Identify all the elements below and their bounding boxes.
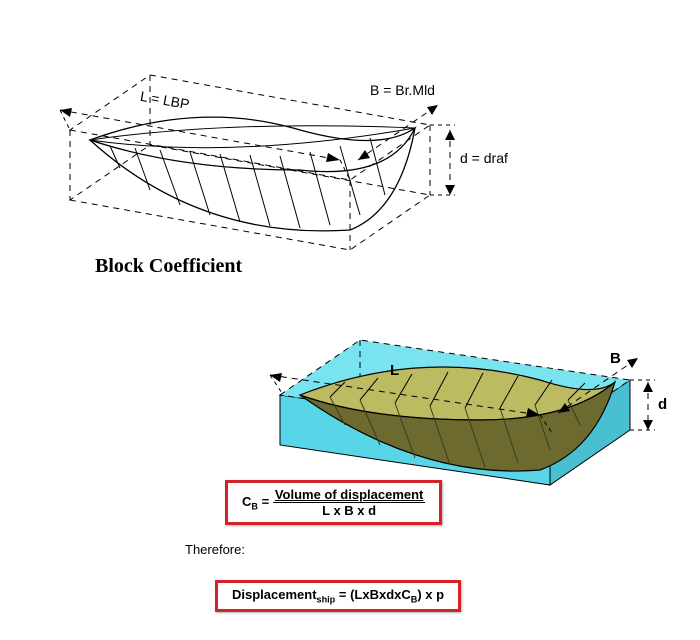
cb-lhs-sub: B [251, 501, 258, 511]
disp-lhs-main: Displacement [232, 587, 317, 602]
disp-eq: = [335, 587, 350, 602]
therefore-text: Therefore: [185, 542, 245, 557]
wireframe-diagram [60, 75, 455, 250]
colored-label-d: d [658, 396, 667, 413]
cb-denominator: L x B x d [320, 503, 378, 518]
cb-numerator: Volume of displacement [273, 487, 426, 503]
colored-diagram [270, 340, 655, 485]
disp-lhs-sub: ship [317, 595, 336, 605]
wireframe-label-B: B = Br.Mld [370, 82, 435, 98]
wireframe-label-d: d = draf [460, 150, 508, 166]
diagram-title: Block Coefficient [95, 255, 242, 278]
colored-label-B: B [610, 350, 621, 367]
diagram-canvas [0, 0, 700, 640]
disp-rhs-open: (LxBxdxC [350, 587, 411, 602]
formula-cb: CB = Volume of displacement L x B x d [225, 480, 442, 525]
cb-eq: = [258, 494, 269, 509]
cb-lhs-main: C [242, 494, 251, 509]
disp-rhs-close: ) x p [417, 587, 444, 602]
colored-label-L: L [390, 362, 399, 379]
formula-displacement: Displacementship = (LxBxdxCB) x p [215, 580, 461, 612]
